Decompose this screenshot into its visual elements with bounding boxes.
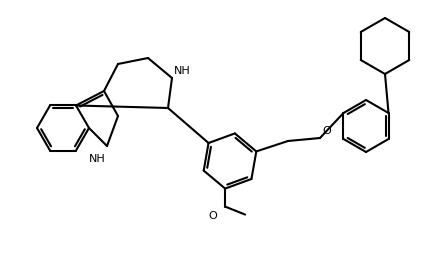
Text: O: O <box>209 211 217 221</box>
Text: NH: NH <box>174 66 191 76</box>
Text: NH: NH <box>89 154 106 164</box>
Text: O: O <box>322 126 331 136</box>
